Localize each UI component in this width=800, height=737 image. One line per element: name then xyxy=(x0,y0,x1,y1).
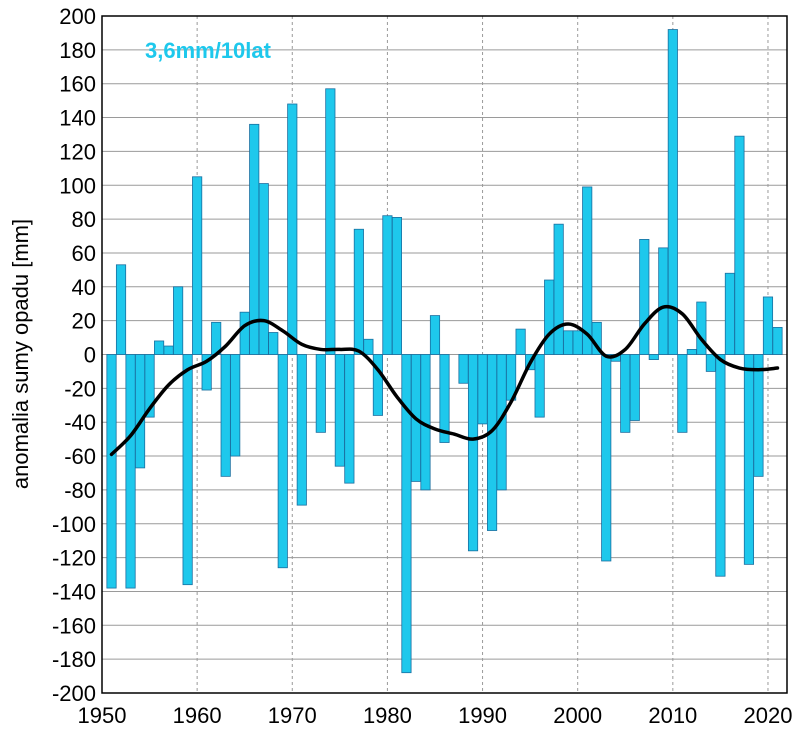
y-tick-label: 160 xyxy=(59,72,96,97)
bar-1952 xyxy=(115,264,127,355)
bars xyxy=(106,29,783,674)
x-tick-label: 2020 xyxy=(743,703,792,728)
y-tick-label: 20 xyxy=(72,309,96,334)
bar-1991 xyxy=(487,354,498,531)
bar-1974 xyxy=(325,88,336,355)
bar-1957 xyxy=(163,345,174,355)
y-tick-label: -60 xyxy=(64,444,96,469)
bar-1965 xyxy=(239,311,250,355)
y-axis-ticks: -200-180-160-140-120-100-80-60-40-200204… xyxy=(52,4,96,706)
x-tick-label: 1980 xyxy=(363,703,412,728)
bar-1982 xyxy=(401,354,412,674)
bar-1985 xyxy=(429,315,441,355)
y-tick-label: -140 xyxy=(52,579,96,604)
bar-1990 xyxy=(477,354,488,425)
bar-1967 xyxy=(258,183,269,355)
bar-1969 xyxy=(277,354,288,569)
bar-1953 xyxy=(125,354,136,589)
y-tick-label: 40 xyxy=(72,275,96,300)
bar-1968 xyxy=(268,332,279,355)
bar-1975 xyxy=(334,354,345,467)
bar-2003 xyxy=(601,354,612,562)
x-tick-label: 2000 xyxy=(553,703,602,728)
bar-2009 xyxy=(658,247,669,355)
bar-1973 xyxy=(315,354,326,433)
bar-1989 xyxy=(467,354,479,552)
bar-2016 xyxy=(724,272,735,355)
bar-1996 xyxy=(534,354,545,418)
bar-1988 xyxy=(458,354,469,384)
bar-2015 xyxy=(715,354,726,577)
bar-1971 xyxy=(296,354,307,506)
plot-frame xyxy=(101,15,788,694)
bar-1956 xyxy=(154,340,165,355)
bar-1958 xyxy=(173,286,184,355)
bar-2018 xyxy=(743,354,755,565)
bar-2017 xyxy=(734,135,745,355)
bar-2013 xyxy=(696,301,707,355)
bar-1979 xyxy=(372,354,383,416)
bar-2008 xyxy=(648,354,659,360)
y-tick-label: 180 xyxy=(59,38,96,63)
y-axis-title: anomalia sumy opadu [mm] xyxy=(8,219,33,489)
bar-1997 xyxy=(544,279,555,355)
y-tick-label: -180 xyxy=(52,647,96,672)
bar-1954 xyxy=(134,354,146,469)
bar-2019 xyxy=(753,354,764,477)
x-tick-label: 2010 xyxy=(648,703,697,728)
bar-2000 xyxy=(572,330,583,355)
bar-1999 xyxy=(563,330,574,355)
y-tick-label: -20 xyxy=(64,376,96,401)
x-tick-label: 1950 xyxy=(78,703,127,728)
bar-1955 xyxy=(144,354,155,418)
bar-1963 xyxy=(220,354,231,477)
y-tick-label: 140 xyxy=(59,106,96,131)
bar-1976 xyxy=(344,354,355,484)
bar-2014 xyxy=(705,354,716,372)
y-tick-label: 200 xyxy=(59,4,96,29)
bar-2012 xyxy=(686,349,697,355)
bar-1978 xyxy=(363,338,374,355)
y-tick-label: 80 xyxy=(72,207,96,232)
bar-1970 xyxy=(287,103,298,355)
bar-2001 xyxy=(582,186,593,355)
y-tick-label: 60 xyxy=(72,241,96,266)
bar-1986 xyxy=(439,354,450,443)
y-tick-label: -80 xyxy=(64,478,96,503)
y-tick-label: 0 xyxy=(84,343,96,368)
bar-1960 xyxy=(192,176,203,355)
y-tick-label: 100 xyxy=(59,173,96,198)
x-axis-ticks: 1950 1960 1970 1980 1990 2000 2010 2020 xyxy=(78,703,793,728)
bar-2021 xyxy=(772,327,783,355)
bar-1951 xyxy=(106,354,117,589)
bar-2006 xyxy=(629,354,640,421)
bar-1977 xyxy=(353,228,364,355)
bar-2010 xyxy=(667,29,678,355)
bar-2005 xyxy=(620,354,631,433)
bar-1964 xyxy=(230,354,241,457)
y-tick-label: -160 xyxy=(52,613,96,638)
y-tick-label: -40 xyxy=(64,410,96,435)
bar-1994 xyxy=(515,328,526,355)
trend-annotation: 3,6mm/10lat xyxy=(145,38,272,63)
y-tick-label: -100 xyxy=(52,512,96,537)
bar-1959 xyxy=(182,354,193,586)
x-tick-label: 1960 xyxy=(173,703,222,728)
bar-2020 xyxy=(762,296,774,355)
trend-line-group xyxy=(109,304,780,457)
y-tick-label: 120 xyxy=(59,139,96,164)
y-tick-label: -120 xyxy=(52,546,96,571)
bar-2007 xyxy=(639,239,650,355)
x-tick-label: 1990 xyxy=(458,703,507,728)
bar-1961 xyxy=(201,354,212,391)
bar-1980 xyxy=(382,215,393,355)
x-tick-label: 1970 xyxy=(268,703,317,728)
bar-1981 xyxy=(391,217,402,355)
y-tick-label: -200 xyxy=(52,681,96,706)
bar-2011 xyxy=(677,354,688,433)
bar-1998 xyxy=(553,223,564,355)
trend-line xyxy=(109,304,780,457)
